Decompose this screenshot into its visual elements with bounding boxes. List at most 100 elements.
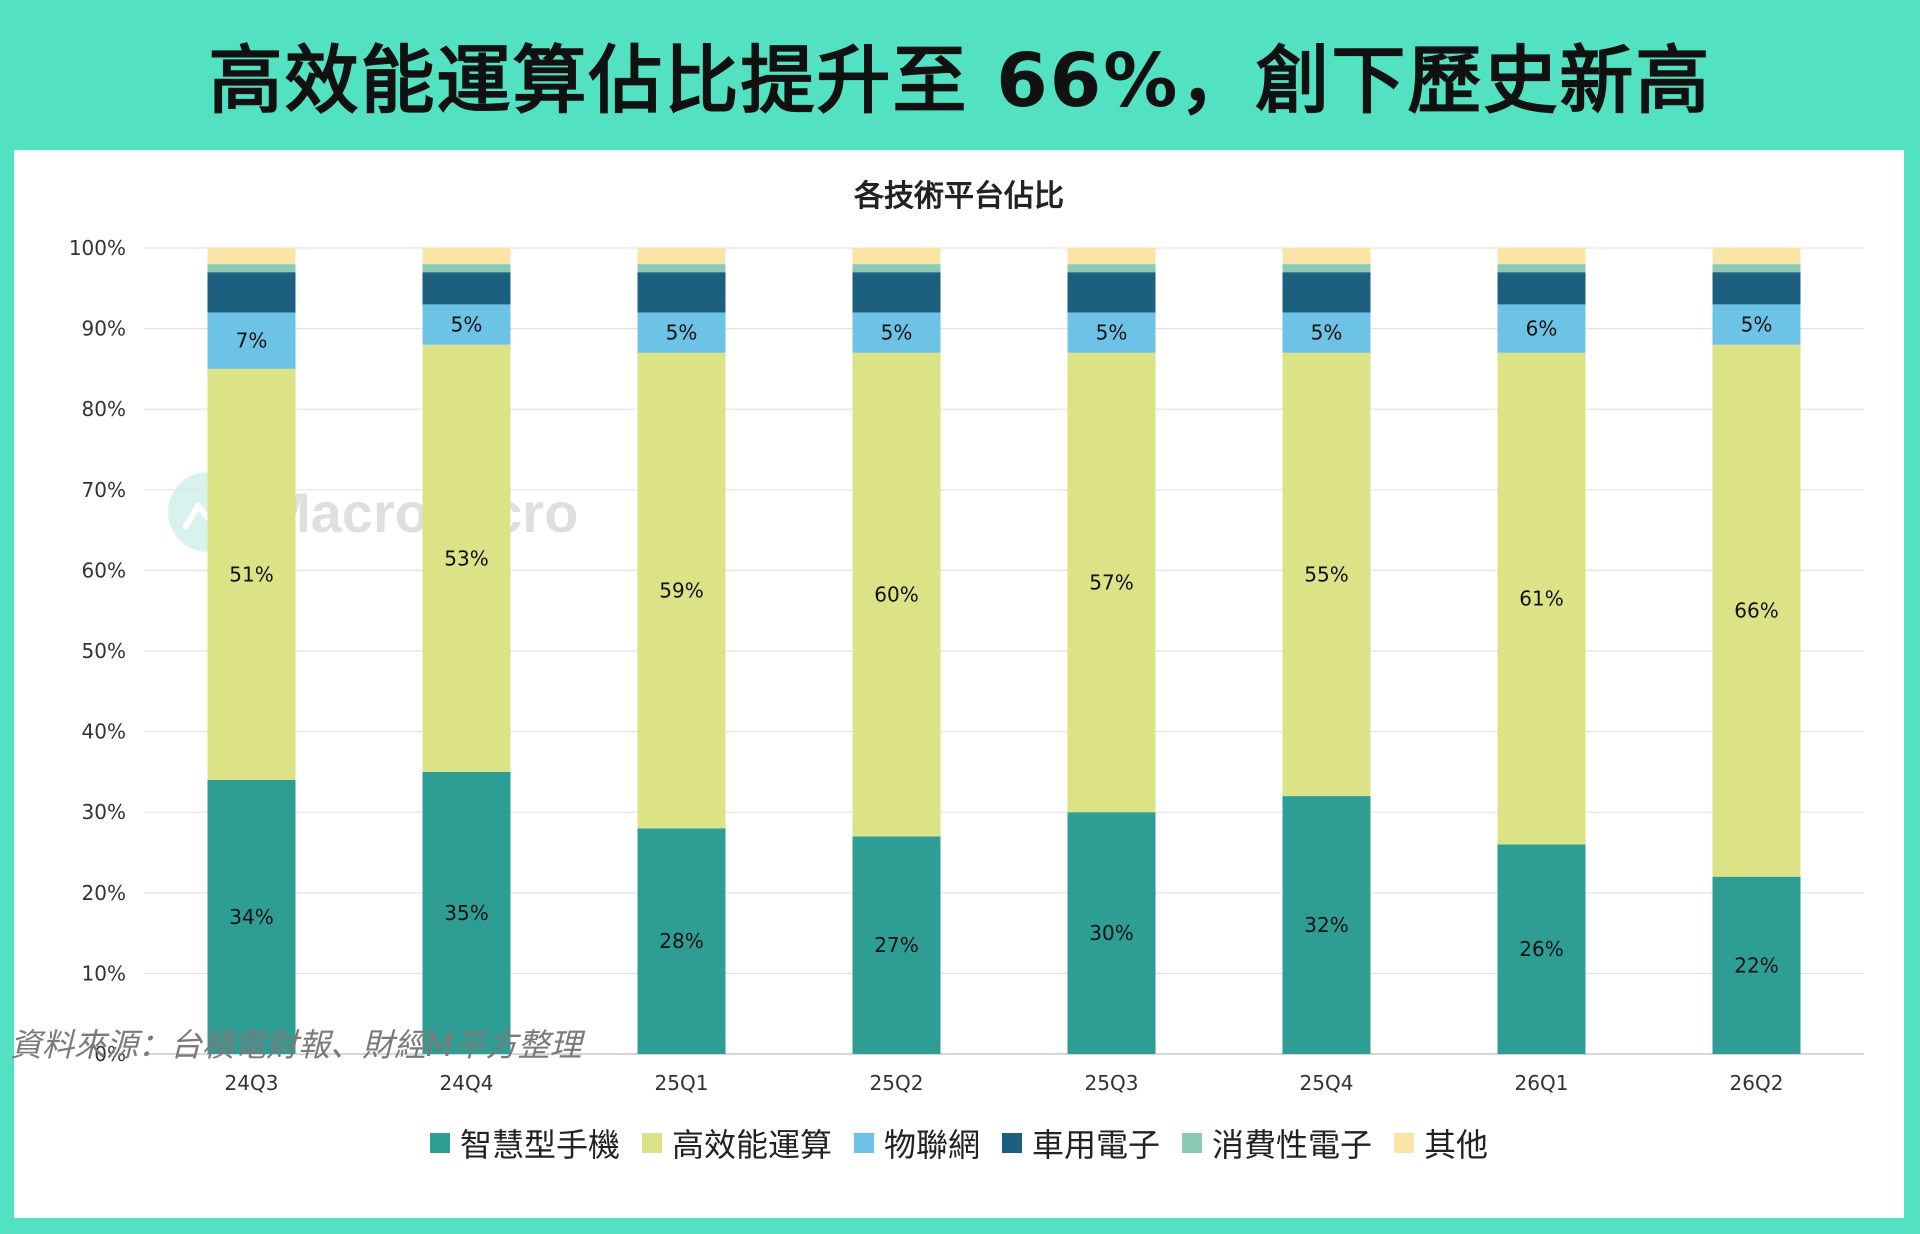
bar-segment [637,312,726,353]
bar-segment [1282,264,1371,273]
data-label: 5% [881,321,913,345]
data-label: 34% [229,905,273,929]
x-tick-label: 25Q2 [870,1071,924,1095]
bar-segment [852,352,941,837]
legend-label: 物聯網 [883,1126,980,1164]
bar-segment [1282,272,1371,313]
bar-segment [637,272,726,313]
bar-segment [207,248,296,265]
y-tick-label: 60% [82,558,126,582]
legend-label: 智慧型手機 [459,1126,620,1164]
bar-segment [637,352,726,829]
data-label: 61% [1519,587,1563,611]
y-tick-label: 80% [82,397,126,421]
data-label: 5% [1311,321,1343,345]
legend-swatch [1394,1133,1415,1153]
y-tick-label: 40% [82,720,126,744]
legend-item: 物聯網 [853,1120,980,1166]
legend-label: 高效能運算 [671,1126,832,1164]
bar-segment [422,264,511,273]
y-tick-label: 100% [69,236,126,260]
x-tick-label: 24Q4 [440,1071,494,1095]
y-tick-label: 90% [82,317,126,341]
bar-segment [1067,248,1156,265]
bar-segment [1497,844,1586,1054]
x-tick-label: 26Q2 [1730,1071,1784,1095]
bar-segment [1282,312,1371,353]
legend-item: 智慧型手機 [429,1120,620,1166]
chart-panel: MacroMicro 各技術平台佔比 0% 10% 20% 30% 40% 50% 60% 70… [14,150,1904,1218]
data-label: 53% [444,546,488,570]
data-label: 28% [659,929,703,953]
bar-segment [207,779,296,1054]
watermark-text: MacroMicro [264,480,579,544]
y-tick-label: 0% [94,1042,126,1066]
source-note: 資料來源：台積電財報、財經M平方整理 [10,1026,582,1064]
data-label: 5% [1096,321,1128,345]
bar-segment [1067,812,1156,1054]
legend-item: 高效能運算 [641,1120,832,1166]
legend-swatch [1002,1133,1022,1153]
bar-segment [1497,352,1586,845]
data-label: 5% [666,321,698,345]
bar-segment [1712,264,1801,273]
bar-segment [207,264,296,273]
bar-segment [637,248,726,265]
data-label: 59% [659,579,703,603]
legend-label: 車用電子 [1032,1126,1161,1164]
bar-segment [852,312,941,353]
legend-swatch [641,1133,662,1153]
bar-segment [207,272,296,313]
bar-segment [637,264,726,273]
y-tick-label: 50% [82,639,126,663]
bar-segment [422,248,511,265]
data-label: 6% [1526,317,1558,341]
stacked-bar-chart: 各技術平台佔比 0% 10% 20% 30% 40% 50% 60% 70% 80% 90% 100%… [69,179,1864,1095]
bar-segment [1067,272,1156,313]
data-label: 51% [229,562,273,586]
data-label: 35% [444,901,488,925]
bar-segment [1712,248,1801,265]
bar-segment [1712,304,1801,345]
bar-segment [852,836,941,1054]
legend-swatch [853,1133,874,1153]
x-tick-label: 24Q3 [225,1071,279,1095]
legend-item: 消費性電子 [1182,1120,1372,1166]
headline: 高效能運算佔比提升至 66%，創下歷史新高 [208,37,1712,124]
bar-segment [422,304,511,345]
data-label: 66% [1734,599,1778,623]
y-tick-label: 10% [82,961,126,985]
bar-segment [1282,796,1371,1054]
data-label: 7% [236,329,268,353]
bar-segment [1497,272,1586,305]
legend-swatch [1182,1133,1203,1153]
legend-label: 消費性電子 [1212,1126,1373,1164]
bar-segment [852,272,941,313]
legend-item: 其他 [1394,1120,1488,1166]
x-tick-label: 26Q1 [1515,1071,1569,1095]
bar-segment [422,272,511,305]
bar-segment [1067,312,1156,353]
y-tick-label: 70% [82,478,126,502]
data-label: 30% [1089,921,1133,945]
x-tick-label: 25Q1 [655,1071,709,1095]
bar-segment [1067,352,1156,813]
bar-segment [1712,344,1801,877]
bar-segment [207,312,296,369]
bar-segment [207,368,296,780]
data-label: 5% [1741,313,1773,337]
chart-legend: 智慧型手機 高效能運算 物聯網 車用電子 消費性電子 其他 [14,1118,1904,1168]
data-label: 5% [451,313,483,337]
data-label: 26% [1519,937,1563,961]
legend-label: 其他 [1424,1126,1489,1164]
bar-segment [422,771,511,1054]
chart-title: 各技術平台佔比 [853,179,1064,214]
y-tick-label: 30% [82,800,126,824]
bar-segment [852,248,941,265]
bar-segment [422,344,511,772]
bar-segment [1497,304,1586,353]
bar-segment [1282,352,1371,797]
y-tick-label: 20% [82,881,126,905]
bar-segment [1282,248,1371,265]
